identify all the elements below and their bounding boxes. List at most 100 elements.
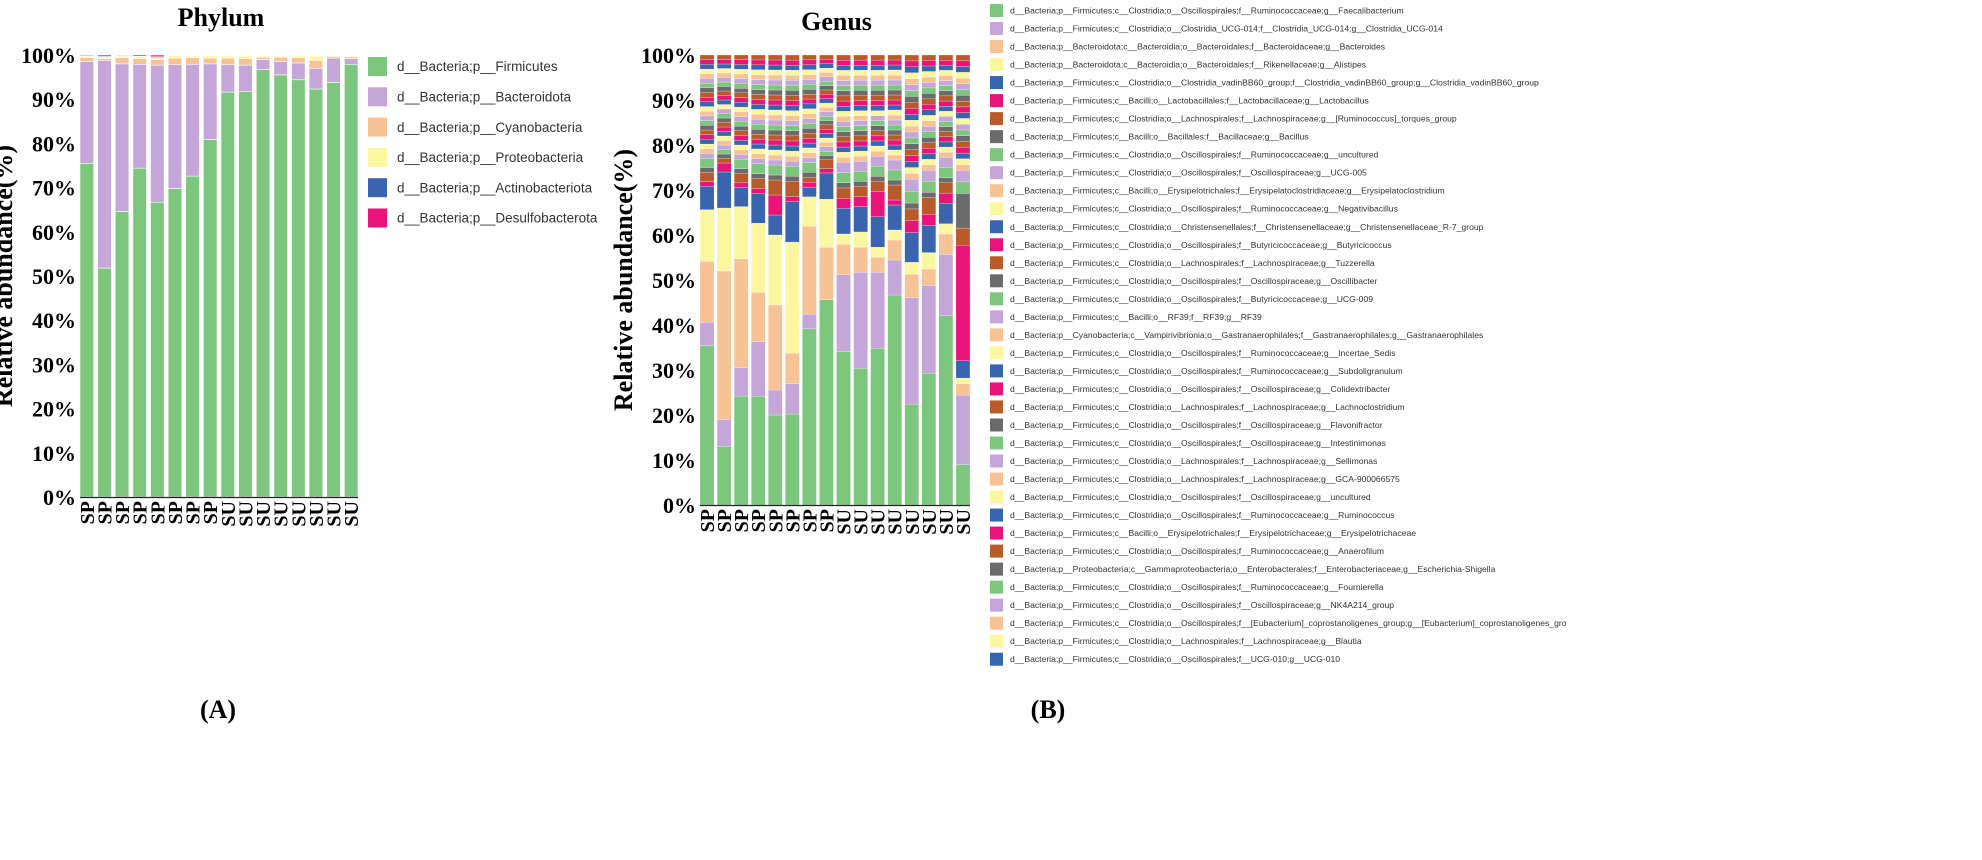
bar-segment xyxy=(768,89,783,96)
bar-segment xyxy=(802,118,817,124)
bar-segment xyxy=(887,64,902,71)
bar-segment xyxy=(819,137,834,143)
bar-segment xyxy=(751,54,766,61)
y-tick-label: 30% xyxy=(652,358,696,383)
y-tick-label: 80% xyxy=(32,131,76,156)
bar-segment xyxy=(904,131,919,139)
legend-item: d__Bacteria;p__Firmicutes;c__Clostridia;… xyxy=(990,274,1377,288)
bar-segment xyxy=(955,101,971,108)
bar-segment xyxy=(853,64,868,71)
bar-segment xyxy=(751,138,766,145)
bar-segment xyxy=(785,54,800,61)
bar-segment xyxy=(904,143,919,150)
bar-segment xyxy=(819,67,834,73)
legend-label: d__Bacteria;p__Firmicutes;c__Clostridia;… xyxy=(1010,600,1394,610)
bar-segment xyxy=(938,131,954,137)
bar-segment xyxy=(887,104,902,111)
bar-segment xyxy=(887,124,902,131)
bar-segment xyxy=(785,130,800,137)
y-tick-label: 60% xyxy=(652,223,696,248)
bar-segment xyxy=(751,396,766,506)
bar-segment xyxy=(785,150,800,157)
bar-segment xyxy=(751,124,766,130)
legend-swatch xyxy=(368,117,387,137)
bar-segment xyxy=(716,153,732,159)
bar-segment xyxy=(887,119,902,126)
legend-label: d__Bacteria;p__Firmicutes;c__Clostridia;… xyxy=(1010,24,1443,34)
bar-segment xyxy=(785,90,800,96)
bar-segment xyxy=(870,272,885,349)
phylum-chart: Phylum Relative abundance(%) 0% 10% 20% 30% 40… xyxy=(0,3,363,527)
bar-segment xyxy=(921,65,936,72)
bar-segment xyxy=(921,164,936,171)
bar-segment xyxy=(291,79,306,498)
legend-item: d__Bacteria;p__Firmicutes;c__Bacilli;o__… xyxy=(990,184,1445,198)
phylum-legend: d__Bacteria;p__Firmicutes d__Bacteria;p__… xyxy=(368,57,598,228)
legend-label: d__Bacteria;p__Firmicutes;c__Bacilli;o__… xyxy=(1010,132,1309,142)
bar-segment xyxy=(819,98,834,104)
bar-segment xyxy=(819,172,834,200)
legend-item: d__Bacteria;p__Firmicutes;c__Bacilli;o__… xyxy=(990,94,1369,108)
bar-segment xyxy=(955,106,971,113)
bar-segment xyxy=(870,130,885,137)
bar-segment xyxy=(802,84,817,90)
bar-segment xyxy=(308,67,324,90)
bar-segment xyxy=(887,109,902,116)
legend-item: d__Bacteria;p__Firmicutes;c__Bacilli;o__… xyxy=(990,310,1262,324)
legend-label: d__Bacteria;p__Firmicutes;c__Clostridia;… xyxy=(1010,492,1371,502)
bar-segment xyxy=(819,111,834,117)
bar-segment xyxy=(955,377,971,384)
bar-segment xyxy=(904,84,919,91)
legend-label: d__Bacteria;p__Firmicutes;c__Clostridia;… xyxy=(1010,150,1379,160)
y-tick-label: 30% xyxy=(32,352,76,377)
bar-segment xyxy=(768,74,783,81)
bar-segment xyxy=(921,170,936,182)
legend-label: d__Bacteria;p__Firmicutes;c__Clostridia;… xyxy=(1010,510,1395,520)
bar-segment xyxy=(836,182,851,189)
bar-segment xyxy=(273,74,288,498)
legend-swatch xyxy=(990,22,1003,36)
legend-swatch xyxy=(990,634,1003,648)
bar-segment xyxy=(887,259,902,296)
bar-segment xyxy=(904,108,919,115)
x-tick-label: SU xyxy=(324,501,346,527)
bar-segment xyxy=(768,139,783,146)
bar-segment xyxy=(768,149,783,156)
bar-segment xyxy=(955,395,971,465)
bar-segment xyxy=(734,168,749,174)
bar-segment xyxy=(955,141,971,148)
bar-segment xyxy=(938,141,954,148)
bar-segment xyxy=(887,89,902,96)
bar-segment xyxy=(904,173,919,180)
bar-segment xyxy=(836,85,851,91)
legend-label: d__Bacteria;p__Firmicutes;c__Clostridia;… xyxy=(1010,474,1400,484)
bar-segment xyxy=(853,196,868,207)
bar-segment xyxy=(819,116,834,121)
y-axis-label: Relative abundance(%) xyxy=(0,145,18,407)
bar-segment xyxy=(734,395,749,506)
y-tick-label: 100% xyxy=(641,43,696,68)
bar-segment xyxy=(802,162,817,173)
bar-segment xyxy=(853,150,868,157)
legend-label: d__Bacteria;p__Firmicutes;c__Clostridia;… xyxy=(1010,402,1405,412)
bar-segment xyxy=(97,54,112,57)
legend-label: d__Bacteria;p__Firmicutes;c__Clostridia;… xyxy=(1010,636,1362,646)
bar-segment xyxy=(853,130,868,137)
bar-segment xyxy=(802,54,817,61)
bar-segment xyxy=(819,150,834,156)
bar-segment xyxy=(751,84,766,90)
x-tick-label: SU xyxy=(341,501,363,527)
bar-segment xyxy=(768,109,783,116)
bar-segment xyxy=(273,56,288,62)
bar-segment xyxy=(734,140,749,146)
bar-segment xyxy=(802,59,817,65)
bar-segment xyxy=(921,159,936,165)
bar-segment xyxy=(870,247,885,258)
legend-label: d__Bacteria;p__Firmicutes;c__Clostridia;… xyxy=(1010,366,1403,376)
bar-segment xyxy=(751,163,766,174)
y-tick-label: 60% xyxy=(32,220,76,245)
bar-segment xyxy=(734,111,749,117)
bar-segment xyxy=(220,57,235,66)
bar-segment xyxy=(904,60,919,67)
bar-segment xyxy=(887,114,902,121)
